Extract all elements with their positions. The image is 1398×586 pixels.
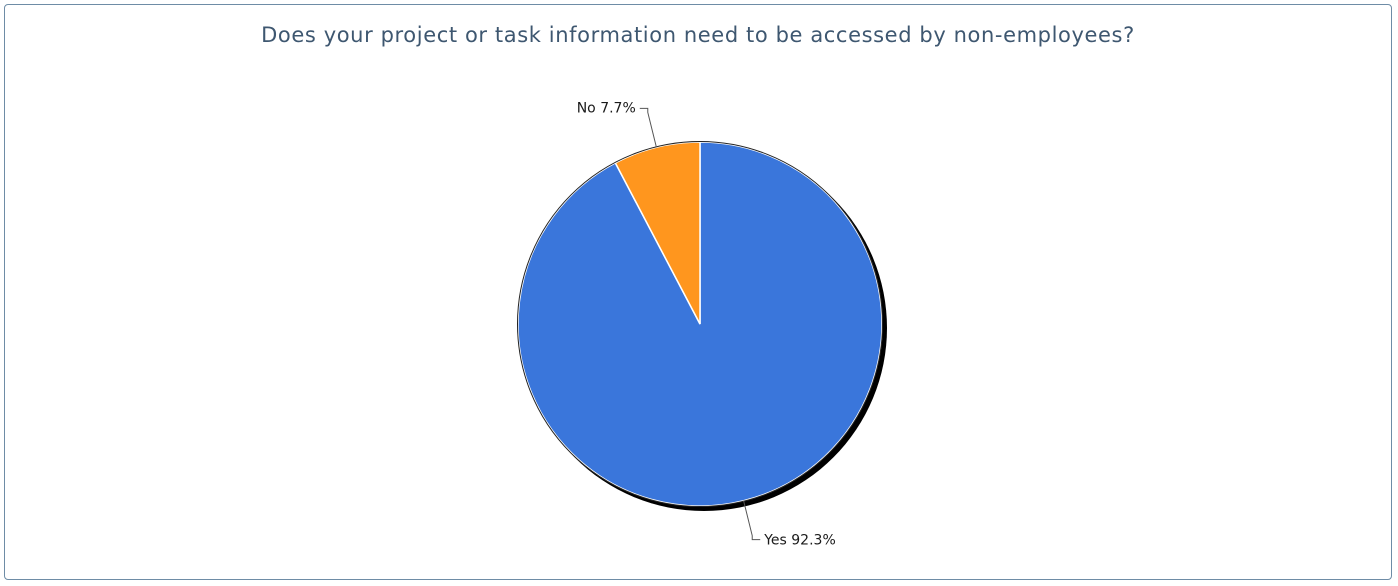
slice-label-yes: Yes 92.3% [763, 533, 836, 549]
slice-label-no: No 7.7% [577, 100, 636, 116]
leader-line-no [639, 107, 657, 148]
pie-outline [517, 141, 883, 507]
chart-title: Does your project or task information ne… [261, 23, 1135, 47]
leader-line-yes [743, 500, 761, 541]
